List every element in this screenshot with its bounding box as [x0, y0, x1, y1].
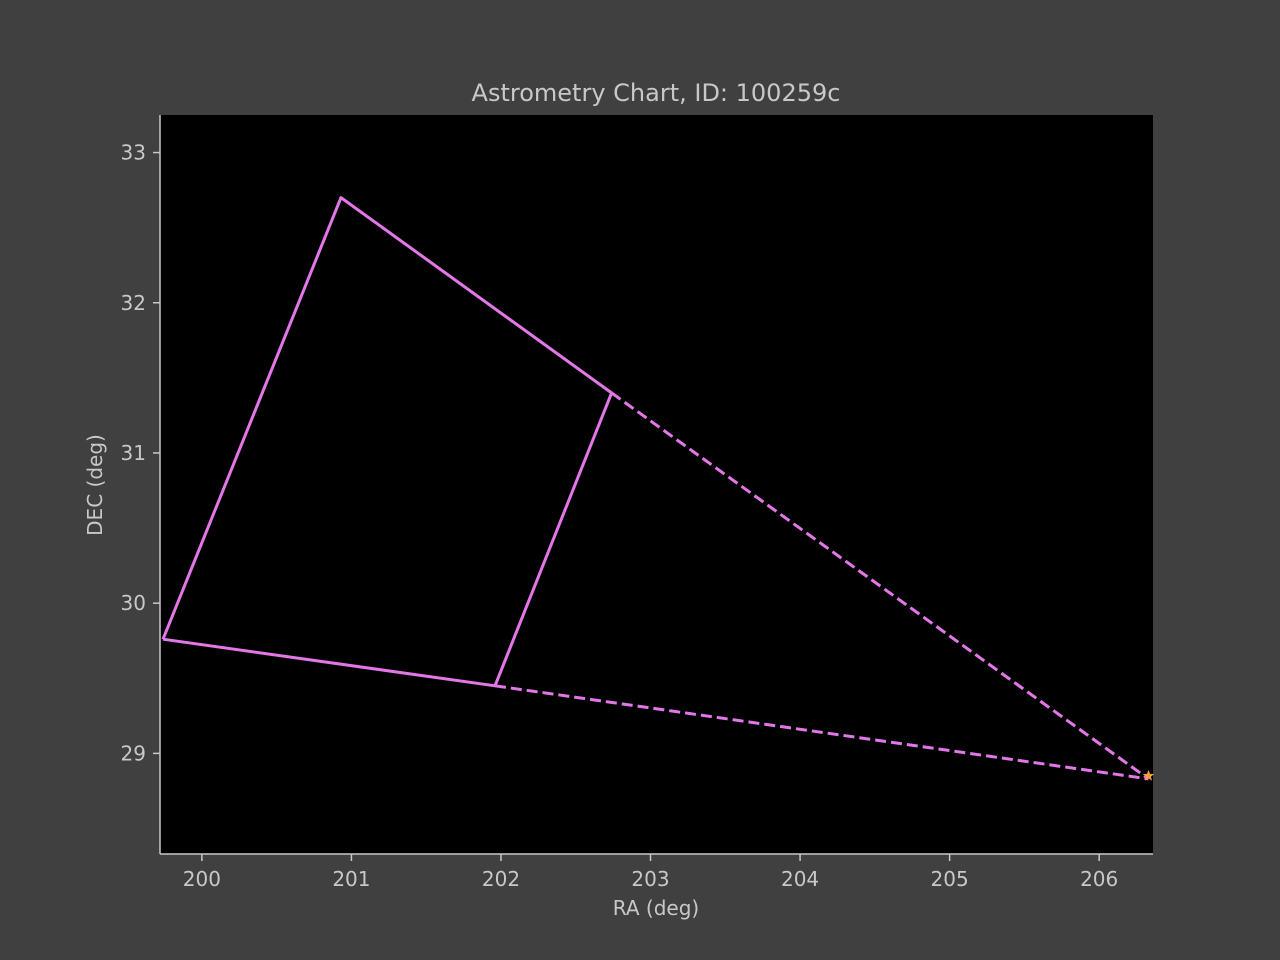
- dashed-line-1: [610, 391, 1150, 781]
- y-tick-label: 30: [121, 591, 146, 615]
- x-tick-label: 206: [1080, 867, 1118, 891]
- x-axis-label: RA (deg): [613, 896, 699, 920]
- series-layer: [161, 196, 1150, 781]
- marker-layer: [1142, 769, 1155, 781]
- x-tick-label: 200: [183, 867, 221, 891]
- x-axis-ticks: 200 201 202 203 204 205 206: [183, 854, 1118, 891]
- y-axis-ticks: 29 30 31 32 33: [121, 141, 160, 765]
- x-tick-label: 205: [931, 867, 969, 891]
- x-tick-label: 203: [631, 867, 669, 891]
- x-tick-label: 202: [482, 867, 520, 891]
- y-tick-label: 33: [121, 141, 146, 165]
- x-tick-label: 204: [781, 867, 819, 891]
- y-tick-label: 29: [121, 741, 146, 765]
- star-marker-0: [1142, 769, 1155, 781]
- y-tick-label: 32: [121, 291, 146, 315]
- y-axis-label: DEC (deg): [83, 434, 107, 536]
- dashed-line-2: [494, 684, 1149, 781]
- y-tick-label: 31: [121, 441, 146, 465]
- x-tick-label: 201: [332, 867, 370, 891]
- plot-area: [160, 115, 1153, 854]
- chart-title: Astrometry Chart, ID: 100259c: [472, 79, 841, 107]
